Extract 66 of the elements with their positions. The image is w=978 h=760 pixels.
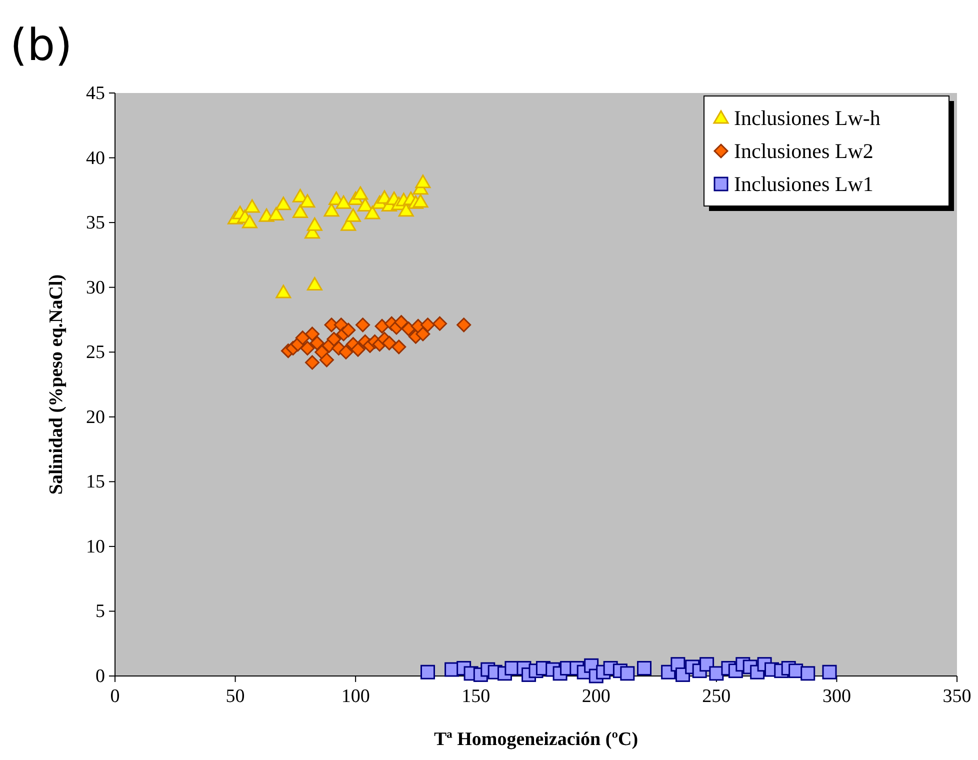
x-tick-label: 300 bbox=[822, 686, 851, 707]
point bbox=[420, 318, 435, 332]
point bbox=[800, 666, 816, 681]
x-tick-label: 200 bbox=[582, 686, 610, 707]
point bbox=[242, 214, 258, 228]
point bbox=[336, 195, 352, 209]
y-tick-label: 10 bbox=[86, 536, 105, 558]
point bbox=[345, 208, 361, 222]
x-axis-title: Tª Homogeneización (ºC) bbox=[434, 729, 638, 750]
y-tick-label: 45 bbox=[86, 83, 105, 104]
y-tick-label: 20 bbox=[86, 406, 105, 428]
x-tick-label: 250 bbox=[702, 686, 731, 707]
point bbox=[310, 336, 324, 350]
point bbox=[350, 342, 366, 357]
point bbox=[415, 174, 431, 188]
point bbox=[637, 660, 652, 676]
point bbox=[420, 664, 435, 680]
point bbox=[394, 315, 409, 330]
legend-label: Inclusiones Lw-h bbox=[734, 106, 881, 130]
y-tick-label: 0 bbox=[96, 666, 105, 687]
x-tick-label: 50 bbox=[226, 686, 245, 707]
point bbox=[822, 664, 837, 680]
point bbox=[364, 206, 380, 220]
x-tick-label: 100 bbox=[341, 686, 370, 707]
point bbox=[324, 203, 340, 217]
point bbox=[276, 196, 292, 210]
x-tick-label: 350 bbox=[942, 686, 972, 707]
point bbox=[292, 204, 308, 218]
point bbox=[326, 332, 342, 346]
point bbox=[300, 340, 315, 356]
point bbox=[416, 326, 430, 342]
point bbox=[356, 318, 370, 332]
y-tick-label: 35 bbox=[86, 212, 105, 234]
point bbox=[412, 194, 428, 208]
x-tick-label: 150 bbox=[462, 686, 490, 707]
point bbox=[244, 199, 260, 213]
point bbox=[305, 355, 320, 370]
legend-label: Inclusiones Lw1 bbox=[734, 172, 874, 196]
point bbox=[357, 198, 373, 212]
x-tick-label: 0 bbox=[110, 686, 120, 707]
y-tick-label: 15 bbox=[86, 472, 105, 493]
point bbox=[268, 207, 284, 221]
point bbox=[620, 666, 635, 681]
y-axis-title: Salinidad (%peso eq.NaCl) bbox=[46, 274, 67, 495]
point bbox=[305, 326, 320, 342]
point bbox=[432, 316, 448, 331]
point bbox=[456, 318, 472, 332]
point bbox=[374, 318, 390, 334]
chart-title: (b) bbox=[10, 20, 72, 71]
point bbox=[401, 322, 416, 336]
legend-label: Inclusiones Lw2 bbox=[734, 139, 874, 163]
point bbox=[306, 276, 322, 290]
y-tick-label: 25 bbox=[86, 342, 105, 364]
point bbox=[276, 284, 292, 298]
point bbox=[392, 340, 406, 354]
point bbox=[306, 217, 322, 231]
y-tick-label: 5 bbox=[96, 601, 105, 622]
point bbox=[319, 352, 334, 368]
point bbox=[341, 322, 356, 338]
point bbox=[295, 330, 310, 346]
y-tick-label: 30 bbox=[86, 277, 105, 298]
point bbox=[352, 186, 368, 200]
point bbox=[382, 336, 396, 350]
point bbox=[338, 344, 354, 360]
point bbox=[300, 194, 316, 208]
y-tick-label: 40 bbox=[86, 148, 105, 169]
